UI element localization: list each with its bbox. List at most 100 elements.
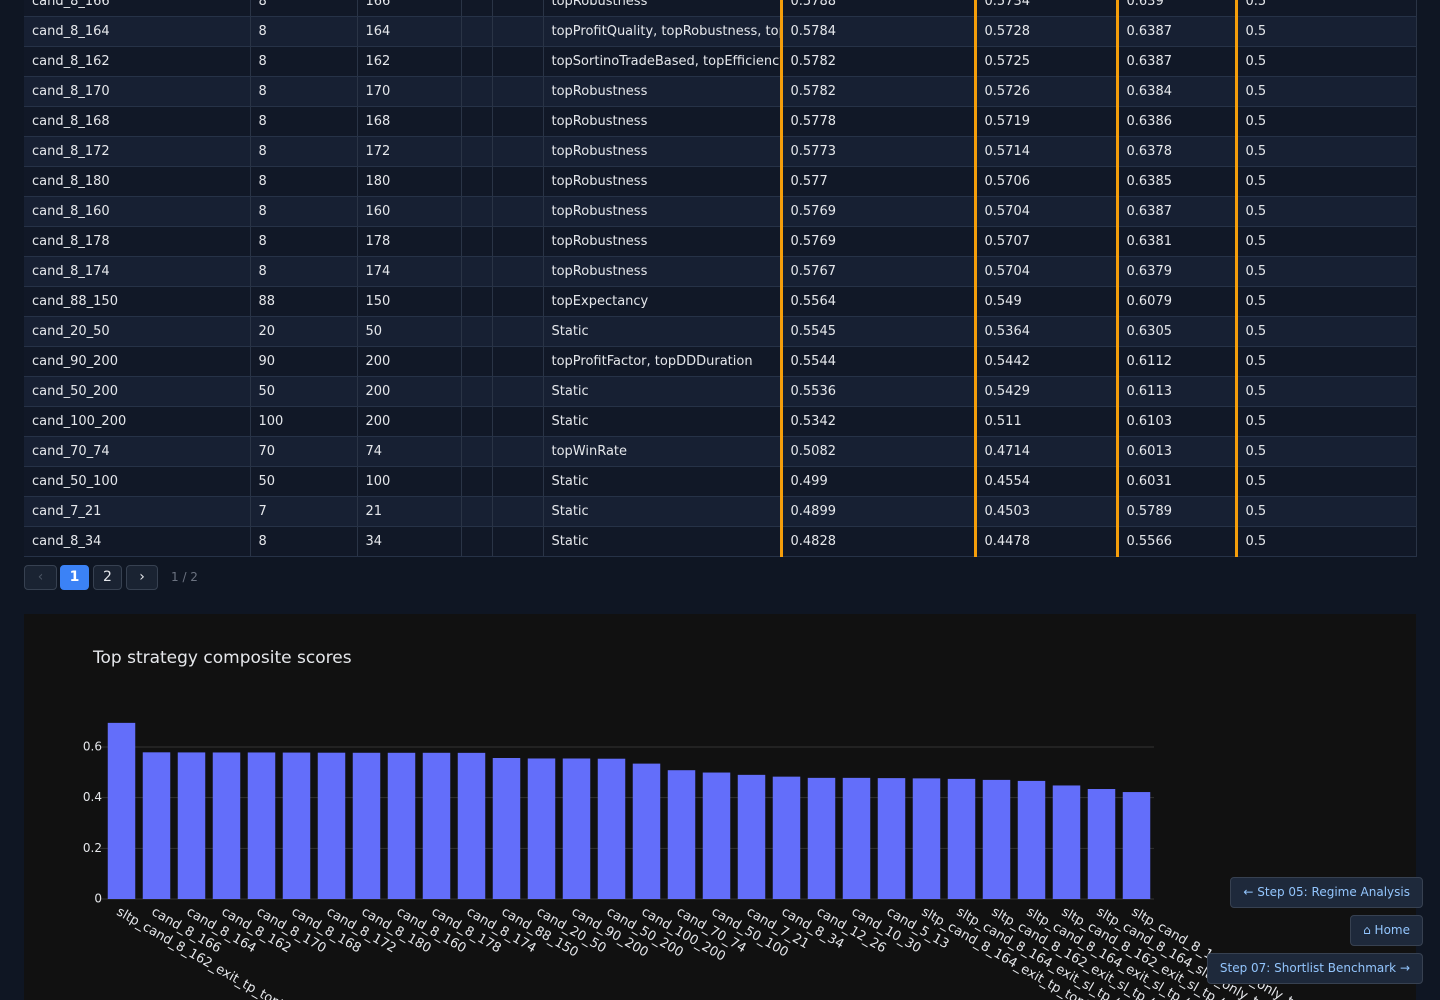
table-row: cand_8_162 8 162 topSortinoTradeBased, topE… xyxy=(24,46,1417,77)
table-cell xyxy=(461,406,493,437)
table-cell xyxy=(492,136,544,167)
table-cell: 172 xyxy=(357,136,462,167)
table-cell: 8 xyxy=(250,526,358,557)
table-cell xyxy=(461,46,493,77)
bar xyxy=(212,752,241,899)
table-cell: 88 xyxy=(250,286,358,317)
table-cell: 0.5725 xyxy=(973,46,1118,77)
bar xyxy=(562,758,591,899)
table-cell: 0.4714 xyxy=(973,436,1118,467)
table-cell: 0.6079 xyxy=(1115,286,1237,317)
table-cell: 164 xyxy=(357,16,462,47)
table-cell: 0.5 xyxy=(1234,436,1417,467)
table-cell: 0.6103 xyxy=(1115,406,1237,437)
bar xyxy=(282,752,311,899)
table-cell: cand_50_200 xyxy=(24,376,251,407)
table-cell xyxy=(492,526,544,557)
table-cell: cand_20_50 xyxy=(24,316,251,347)
table-cell xyxy=(492,46,544,77)
table-cell: 74 xyxy=(357,436,462,467)
table-cell: 0.4899 xyxy=(779,496,976,527)
table-cell: Static xyxy=(543,526,782,557)
table-cell: 0.4478 xyxy=(973,526,1118,557)
table-cell: cand_88_150 xyxy=(24,286,251,317)
bar xyxy=(457,752,486,899)
table-row: cand_50_100 50 100 Static 0.499 0.4554 0.6031 0… xyxy=(24,466,1417,497)
table-cell: 8 xyxy=(250,0,358,17)
table-cell: 174 xyxy=(357,256,462,287)
table-cell xyxy=(492,286,544,317)
table-cell: 0.6112 xyxy=(1115,346,1237,377)
chart-panel: Top strategy composite scores 0 0.2 0.4 0.6… xyxy=(24,614,1416,1000)
table-cell: 0.6384 xyxy=(1115,76,1237,107)
table-cell: 0.499 xyxy=(779,466,976,497)
table-row: cand_8_168 8 168 topRobustness 0.5778 0.5719 0… xyxy=(24,106,1417,137)
nav-next[interactable]: Step 07: Shortlist Benchmark → xyxy=(1206,953,1423,984)
table-cell: 170 xyxy=(357,76,462,107)
prev-page[interactable]: ‹ xyxy=(24,565,57,590)
table-cell: 0.5773 xyxy=(779,136,976,167)
table-cell: 0.5 xyxy=(1234,196,1417,227)
bar xyxy=(1122,792,1151,899)
table-cell: 20 xyxy=(250,316,358,347)
table-cell: 0.5706 xyxy=(973,166,1118,197)
bar xyxy=(107,722,136,899)
y-tick-label: 0.2 xyxy=(83,841,102,855)
bar xyxy=(947,778,976,899)
table-cell: 0.5564 xyxy=(779,286,976,317)
table-cell: 0.5782 xyxy=(779,46,976,77)
bar xyxy=(667,770,696,899)
table-cell: 0.5 xyxy=(1234,286,1417,317)
chart-title: Top strategy composite scores xyxy=(92,648,352,668)
table-cell xyxy=(492,76,544,107)
nav-prev[interactable]: ← Step 05: Regime Analysis xyxy=(1230,877,1423,908)
table-cell: topSortinoTradeBased, topEfficiency,... xyxy=(543,46,782,77)
table-cell: cand_90_200 xyxy=(24,346,251,377)
table-cell: 0.5429 xyxy=(973,376,1118,407)
table-cell: 90 xyxy=(250,346,358,377)
table-cell: 0.5 xyxy=(1234,466,1417,497)
table-cell: cand_8_166 xyxy=(24,0,251,17)
table-cell: 0.5 xyxy=(1234,496,1417,527)
table-cell xyxy=(492,406,544,437)
table-cell: 160 xyxy=(357,196,462,227)
table-cell: 0.4503 xyxy=(973,496,1118,527)
table-cell: 0.577 xyxy=(779,166,976,197)
table-row: cand_20_50 20 50 Static 0.5545 0.5364 0.6305 0.… xyxy=(24,316,1417,347)
table-cell: 0.5 xyxy=(1234,526,1417,557)
table-cell: 0.6031 xyxy=(1115,466,1237,497)
table-cell: 8 xyxy=(250,106,358,137)
table-cell: topProfitFactor, topDDDuration xyxy=(543,346,782,377)
table-row: cand_88_150 88 150 topExpectancy 0.5564 0.549… xyxy=(24,286,1417,317)
table-cell: cand_100_200 xyxy=(24,406,251,437)
page-button[interactable]: 2 xyxy=(93,565,122,590)
bar xyxy=(387,752,416,899)
table-cell: 0.6379 xyxy=(1115,256,1237,287)
bar xyxy=(422,752,451,899)
page-button[interactable]: 1 xyxy=(60,565,89,590)
nav-home[interactable]: ⌂ Home xyxy=(1350,915,1423,946)
table-row: cand_8_172 8 172 topRobustness 0.5773 0.5714 0… xyxy=(24,136,1417,167)
next-page[interactable]: › xyxy=(126,565,158,590)
bar xyxy=(1052,785,1081,899)
bar xyxy=(527,758,556,899)
table-cell xyxy=(492,496,544,527)
table-cell: cand_8_174 xyxy=(24,256,251,287)
table-cell: 8 xyxy=(250,166,358,197)
table-cell: 162 xyxy=(357,46,462,77)
table-cell xyxy=(492,436,544,467)
table-cell xyxy=(461,76,493,107)
bar xyxy=(177,752,206,899)
table-cell: 21 xyxy=(357,496,462,527)
table-cell xyxy=(492,166,544,197)
table-cell: 8 xyxy=(250,256,358,287)
table-cell: Static xyxy=(543,406,782,437)
table-cell: 150 xyxy=(357,286,462,317)
table-cell: 0.6385 xyxy=(1115,166,1237,197)
table-row: cand_8_170 8 170 topRobustness 0.5782 0.5726 0… xyxy=(24,76,1417,107)
table-cell xyxy=(461,256,493,287)
table-cell: cand_8_170 xyxy=(24,76,251,107)
table-cell: 0.5789 xyxy=(1115,496,1237,527)
table-cell: 0.5767 xyxy=(779,256,976,287)
bar xyxy=(702,772,731,899)
